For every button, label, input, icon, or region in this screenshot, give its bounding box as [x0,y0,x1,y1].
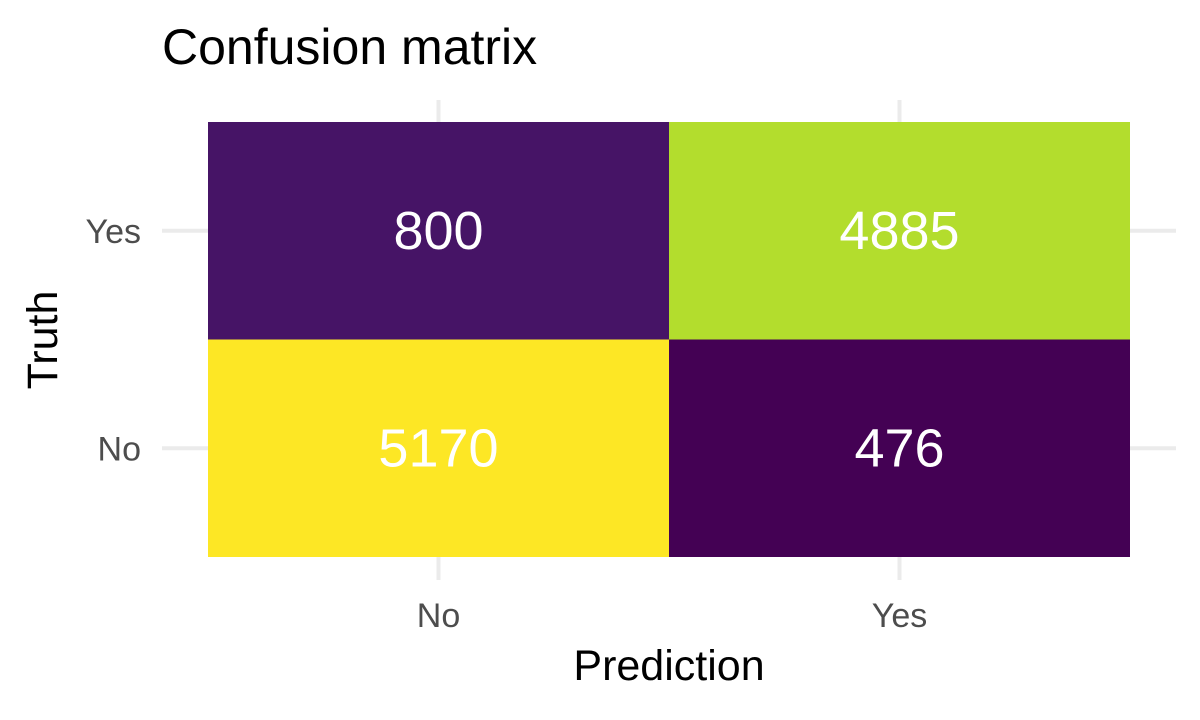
heatmap-cell-truth-no-pred-no [208,339,669,557]
heatmap-cell-truth-yes-pred-yes [669,122,1130,340]
y-axis-label: Truth [19,291,67,390]
cell-label-layer: 800 4885 5170 476 [378,201,959,479]
cell-value-label: 800 [393,201,483,261]
tick-layer: No Yes No Yes [86,213,928,635]
heatmap-cell-truth-yes-pred-no [208,122,669,340]
heatmap-cell-truth-no-pred-yes [669,339,1130,557]
cell-value-label: 5170 [378,418,498,478]
y-tick-label: Yes [86,213,141,251]
x-tick-label: Yes [872,597,927,635]
cell-layer [208,122,1130,557]
chart-title: Confusion matrix [162,19,537,75]
cell-value-label: 4885 [839,201,959,261]
x-tick-label: No [417,597,460,635]
y-tick-label: No [98,430,141,468]
cell-value-label: 476 [854,418,944,478]
x-axis-label: Prediction [573,642,764,690]
